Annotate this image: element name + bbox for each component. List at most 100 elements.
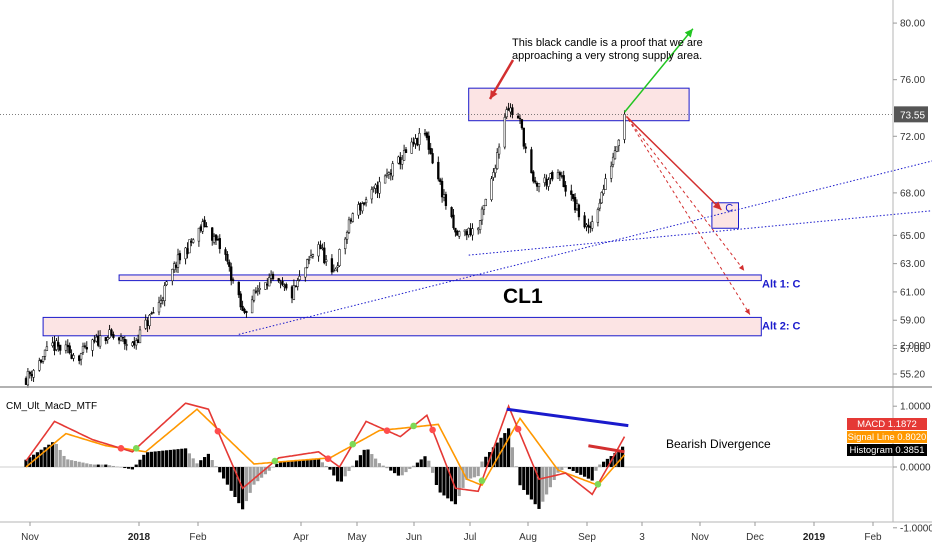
macd-line [25,402,626,496]
candle [598,198,601,212]
candle [307,256,311,265]
histogram-bar [130,467,134,470]
candle [363,202,366,206]
candle [163,282,166,307]
bullish-projection-arrow[interactable] [623,28,694,113]
histogram-bar [541,467,545,502]
candle [338,248,341,267]
macd-legend-tag: Histogram 0.3851 [847,444,927,456]
histogram-bar [275,463,279,467]
trendline-minor[interactable] [468,206,932,256]
candle [91,338,94,357]
note-pointer-arrow[interactable] [488,59,515,100]
histogram-bar [431,467,435,473]
alt1-label: Alt 1: C [762,279,801,291]
candle [454,227,457,237]
candle [45,341,49,351]
candle [361,201,364,214]
bearish-divergence-line-top[interactable] [506,407,629,428]
candle [150,311,153,315]
alt2-projection-arrow[interactable] [627,119,751,315]
candle [239,291,242,310]
candle [214,234,218,246]
histogram-bar [438,467,442,493]
histogram-bar [510,447,514,467]
candle [345,230,349,244]
candle [577,203,581,221]
candle [38,357,41,372]
alt2-support-zone[interactable] [42,316,762,337]
time-tick-label: Sep [578,532,596,543]
histogram-bar [358,455,362,467]
histogram-bar [237,467,241,504]
candle [98,330,102,349]
histogram-bar [560,467,564,470]
time-tick-label: May [348,532,367,543]
candle [277,277,280,283]
candle [285,282,288,291]
candle [439,177,442,185]
annotation-note-line-2: approaching a very strong supply area. [512,50,702,62]
candle [604,173,607,190]
macd-tick-label: 0.0000 [900,463,931,474]
bearish-projection-arrow[interactable] [625,115,722,211]
candle [402,144,406,161]
histogram-bar [47,444,51,467]
candle [602,184,605,196]
histogram-bar [184,448,188,467]
candle [587,218,590,234]
time-tick-label: Aug [519,532,537,543]
candle [159,294,163,308]
histogram-bar [347,467,351,472]
price-tick-label: 80.00 [900,19,925,30]
histogram-bar [442,467,446,496]
candle [623,110,626,144]
histogram-bar [256,467,260,482]
histogram-bar [370,454,374,467]
histogram-bar [526,467,530,495]
zone-c-label: C [725,202,733,214]
histogram-bar [617,449,621,467]
supply-zone[interactable] [468,87,690,122]
histogram-bar [100,464,104,467]
price-tick-label: 55.20 [900,370,925,381]
current-price-label: 73.55 [900,110,925,121]
histogram-bar [153,451,157,467]
candle [256,285,259,296]
histogram-bar [199,460,203,467]
candle [325,254,328,266]
candle [471,223,474,241]
histogram-bar [461,467,465,488]
candle [123,335,126,350]
candle [28,370,31,379]
histogram-bar [187,453,191,467]
time-tick-label: Feb [189,532,207,543]
histogram-bar [450,467,454,502]
svg-text:Histogram 0.3851: Histogram 0.3851 [850,445,925,456]
bearish-divergence-line-bottom[interactable] [588,444,625,454]
candle [370,186,373,204]
macd-cross-dot [383,427,391,434]
histogram-bar [518,467,522,486]
candle [364,196,368,207]
candle [482,204,486,216]
price-tick-label: 59.00 [900,316,925,327]
candle [503,113,506,150]
candle [378,176,381,199]
candle [617,139,620,152]
histogram-bar [537,467,541,509]
price-tick-label: 63.00 [900,259,925,270]
candle [304,267,307,282]
candle [311,253,315,259]
histogram-bar [149,451,153,467]
alt1-support-zone[interactable] [118,274,762,282]
trendline-major[interactable] [238,148,932,335]
histogram-bar [423,456,427,467]
alt1-projection-arrow[interactable] [627,118,745,272]
macd-cross-dot [478,477,486,484]
candle [79,352,83,366]
candle [110,328,113,337]
candle [404,146,408,153]
